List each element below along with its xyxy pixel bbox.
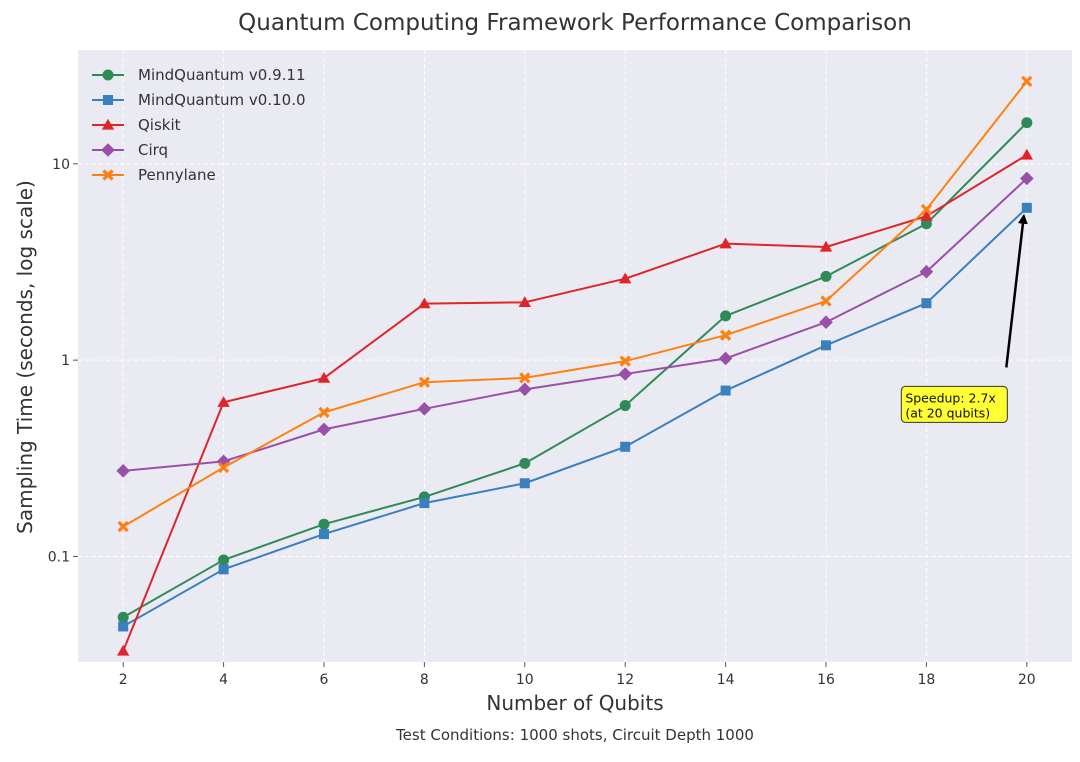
data-point [620, 442, 630, 452]
y-tick-label: 1 [61, 353, 70, 369]
data-point [721, 386, 731, 396]
annotation-text: Speedup: 2.7x [905, 390, 996, 405]
x-tick-label: 14 [717, 672, 735, 688]
data-point [821, 340, 831, 350]
data-point [118, 621, 128, 631]
data-point [419, 498, 429, 508]
data-point [1022, 203, 1032, 213]
x-tick-label: 16 [817, 672, 835, 688]
x-tick-label: 12 [616, 672, 634, 688]
x-tick-label: 20 [1018, 672, 1036, 688]
legend-marker [103, 70, 114, 81]
chart-container: Quantum Computing Framework Performance … [0, 0, 1080, 758]
y-tick-label: 0.1 [48, 549, 70, 565]
annotation-text: (at 20 qubits) [905, 405, 990, 420]
x-axis-label: Number of Qubits [486, 691, 663, 715]
test-conditions-footnote: Test Conditions: 1000 shots, Circuit Dep… [395, 726, 754, 744]
x-tick-label: 18 [918, 672, 936, 688]
data-point [318, 519, 329, 530]
legend-marker [103, 95, 113, 105]
legend-label: Qiskit [138, 116, 181, 134]
data-point [519, 458, 530, 469]
data-point [219, 564, 229, 574]
data-point [821, 271, 832, 282]
line-chart: Quantum Computing Framework Performance … [0, 0, 1080, 758]
x-tick-label: 2 [119, 672, 128, 688]
legend-label: MindQuantum v0.9.11 [138, 66, 306, 84]
legend-label: MindQuantum v0.10.0 [138, 91, 306, 109]
y-axis-label: Sampling Time (seconds, log scale) [13, 180, 37, 534]
x-tick-label: 4 [219, 672, 228, 688]
data-point [921, 298, 931, 308]
y-tick-label: 10 [52, 157, 70, 173]
legend-label: Cirq [138, 141, 168, 159]
x-tick-label: 8 [420, 672, 429, 688]
legend-label: Pennylane [138, 166, 216, 184]
x-tick-label: 10 [516, 672, 534, 688]
data-point [218, 554, 229, 565]
data-point [620, 400, 631, 411]
x-tick-label: 6 [320, 672, 329, 688]
chart-title: Quantum Computing Framework Performance … [238, 10, 912, 36]
data-point [118, 612, 129, 623]
data-point [520, 478, 530, 488]
data-point [720, 310, 731, 321]
data-point [1021, 117, 1032, 128]
data-point [319, 529, 329, 539]
